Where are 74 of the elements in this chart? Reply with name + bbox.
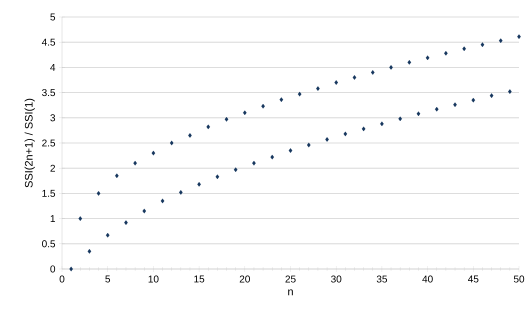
point	[362, 126, 366, 132]
point	[170, 140, 174, 146]
point	[78, 216, 82, 221]
point	[517, 34, 521, 40]
point	[261, 104, 265, 109]
point	[407, 60, 412, 65]
point	[88, 248, 92, 254]
y-tick-label: 4.5	[42, 38, 56, 46]
point	[453, 102, 457, 108]
point	[178, 190, 183, 195]
point	[106, 232, 110, 238]
x-tick-label: 45	[468, 276, 478, 282]
point	[462, 46, 466, 52]
y-tick-label: 1.5	[42, 190, 56, 197]
point	[224, 116, 228, 122]
y-tick-label: 3.5	[42, 89, 56, 96]
y-axis-title: SSI(2n+1) / SSI(1)	[24, 98, 35, 188]
point	[96, 191, 100, 196]
point	[160, 198, 164, 204]
y-tick-label: 2	[50, 164, 55, 172]
point	[280, 97, 284, 102]
point	[115, 173, 119, 178]
point	[152, 150, 156, 156]
point	[398, 116, 402, 122]
x-tick-label: 30	[331, 276, 342, 283]
point	[426, 55, 430, 60]
point	[389, 65, 393, 70]
point	[444, 50, 448, 56]
point	[344, 132, 348, 136]
point	[298, 92, 302, 96]
x-tick-label: 40	[422, 276, 433, 283]
y-tick-label: 3	[50, 114, 56, 122]
point	[316, 86, 320, 91]
point	[498, 38, 503, 44]
point	[490, 93, 494, 98]
point	[380, 121, 384, 126]
y-tick-label: 1	[50, 215, 56, 222]
point	[480, 42, 484, 48]
point	[325, 137, 329, 142]
x-tick-label: 0	[60, 276, 64, 283]
point	[206, 124, 210, 130]
y-tick-label: 0	[50, 265, 56, 273]
x-tick-label: 15	[194, 276, 204, 282]
x-tick-label: 35	[376, 276, 388, 283]
y-tick-label: 2.5	[42, 139, 56, 147]
y-tick-label: 0.5	[42, 240, 56, 248]
point	[216, 174, 220, 180]
x-tick-label: 10	[148, 276, 159, 283]
point	[133, 160, 137, 166]
point	[306, 142, 311, 148]
point	[252, 160, 256, 166]
point	[370, 70, 375, 75]
point	[508, 89, 512, 94]
point	[270, 154, 274, 160]
point	[142, 208, 146, 214]
x-axis-title: n	[288, 289, 293, 296]
point	[334, 80, 338, 85]
y-tick-label: 5	[50, 14, 56, 20]
y-tick-label: 4	[50, 64, 56, 71]
point	[288, 148, 292, 153]
point	[471, 98, 476, 103]
x-tick-label: 20	[240, 276, 250, 283]
point	[197, 182, 201, 187]
point	[242, 110, 247, 116]
point	[352, 75, 356, 80]
point	[124, 220, 128, 226]
x-tick-label: 5	[105, 276, 110, 282]
x-tick-label: 25	[285, 276, 296, 283]
x-tick-label: 50	[514, 276, 524, 283]
point	[188, 133, 192, 138]
point	[434, 106, 439, 112]
point	[416, 111, 420, 116]
point	[69, 266, 73, 272]
point	[234, 167, 238, 172]
